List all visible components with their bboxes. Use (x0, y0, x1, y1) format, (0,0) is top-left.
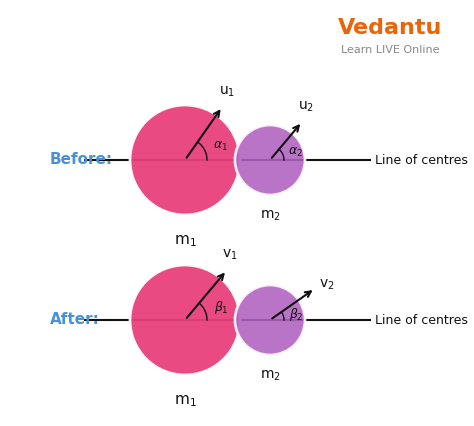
Text: Learn LIVE Online: Learn LIVE Online (341, 45, 439, 55)
Text: $\beta_1$: $\beta_1$ (214, 299, 228, 316)
Text: Line of centres: Line of centres (375, 153, 468, 167)
Text: After:: After: (50, 313, 100, 328)
Text: $\alpha_2$: $\alpha_2$ (288, 146, 303, 159)
Circle shape (130, 105, 240, 215)
Circle shape (235, 125, 305, 195)
Text: m$_2$: m$_2$ (260, 209, 281, 223)
Text: m$_2$: m$_2$ (260, 369, 281, 383)
Text: m$_1$: m$_1$ (173, 233, 196, 249)
Text: u$_1$: u$_1$ (219, 84, 236, 99)
Text: $\alpha_1$: $\alpha_1$ (213, 140, 228, 153)
Text: Line of centres: Line of centres (375, 314, 468, 326)
Circle shape (130, 265, 240, 375)
Text: Before:: Before: (50, 153, 113, 167)
Circle shape (235, 285, 305, 355)
Text: v$_2$: v$_2$ (319, 277, 335, 292)
Text: v$_1$: v$_1$ (222, 248, 237, 262)
Text: u$_2$: u$_2$ (298, 99, 314, 114)
Text: $\beta_2$: $\beta_2$ (290, 306, 304, 323)
Text: m$_1$: m$_1$ (173, 393, 196, 409)
Text: Vedantu: Vedantu (338, 18, 442, 38)
